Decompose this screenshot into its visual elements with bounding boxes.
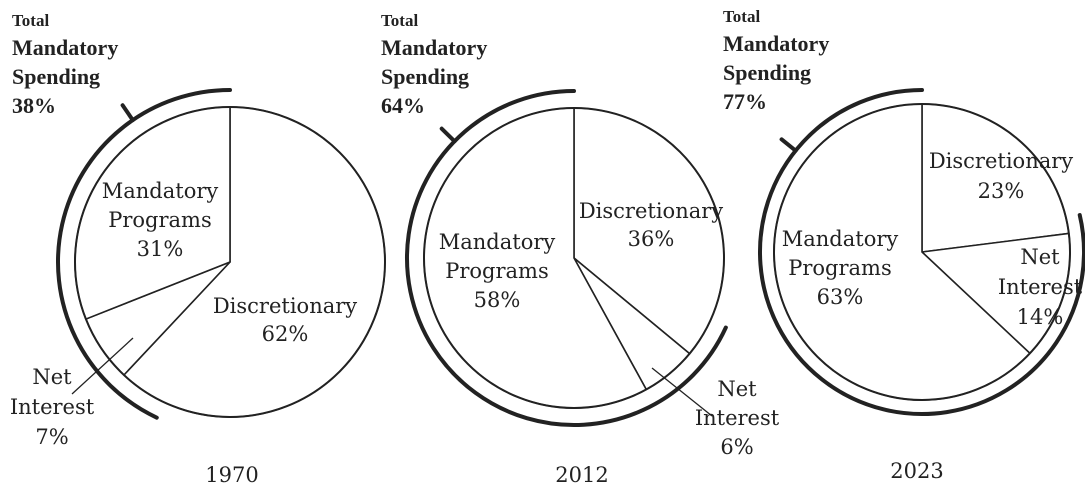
slice-label-mandatory-programs-value: 63%	[817, 285, 864, 309]
slice-label-mandatory-programs: Programs	[108, 208, 212, 232]
pie-slice-discretionary	[921, 103, 1070, 253]
slice-label-net-interest-value: 7%	[35, 425, 68, 449]
bracket-title-line: Total	[723, 7, 760, 26]
slice-label-mandatory-programs: Mandatory	[782, 227, 899, 251]
slice-label-net-interest: Net	[32, 365, 72, 389]
bracket-tick	[439, 126, 457, 144]
year-label: 2012	[555, 463, 608, 487]
slice-label-net-interest: Interest	[10, 395, 95, 419]
pie-outline	[773, 103, 1071, 401]
bracket-tick	[779, 137, 798, 153]
slice-label-mandatory-programs-value: 58%	[474, 288, 521, 312]
bracket-tick	[120, 103, 135, 123]
slice-label-net-interest-value: 14%	[1017, 305, 1064, 329]
slice-label-net-interest: Interest	[998, 275, 1083, 299]
slice-label-discretionary-value: 23%	[978, 179, 1025, 203]
bracket-title-line: Mandatory	[381, 35, 487, 60]
bracket-title-line: Total	[381, 11, 418, 30]
net-interest-leader	[71, 337, 134, 395]
slice-label-mandatory-programs-value: 31%	[137, 237, 184, 261]
slice-label-net-interest: Interest	[695, 406, 780, 430]
pie-outline	[423, 107, 725, 409]
mandatory-spending-bracket	[56, 88, 232, 420]
bracket-title-line: Mandatory	[12, 35, 118, 60]
mandatory-spending-bracket	[405, 89, 728, 427]
year-label: 2023	[890, 459, 943, 483]
slice-label-mandatory-programs: Mandatory	[102, 179, 219, 203]
bracket-title-line: Total	[12, 11, 49, 30]
slice-label-discretionary: Discretionary	[579, 199, 723, 223]
bracket-value-label: 77%	[723, 89, 767, 114]
mandatory-spending-bracket	[758, 88, 1085, 416]
slice-label-net-interest: Net	[717, 377, 757, 401]
net-interest-leader	[651, 367, 713, 417]
pie-outline	[74, 106, 386, 418]
bracket-title-line: Spending	[723, 60, 811, 85]
bracket-title-line: Spending	[381, 64, 469, 89]
bracket-title-line: Spending	[12, 64, 100, 89]
bracket-title-line: Mandatory	[723, 31, 829, 56]
slice-label-net-interest: Net	[1020, 245, 1060, 269]
bracket-value-label: 38%	[12, 93, 56, 118]
bracket-value-label: 64%	[381, 93, 425, 118]
slice-label-net-interest-value: 6%	[720, 435, 753, 459]
slice-label-discretionary-value: 62%	[262, 322, 309, 346]
slice-label-discretionary: Discretionary	[929, 149, 1073, 173]
year-label: 1970	[205, 463, 258, 487]
slice-label-discretionary: Discretionary	[213, 294, 357, 318]
slice-label-mandatory-programs: Programs	[788, 256, 892, 280]
slice-label-mandatory-programs: Programs	[445, 259, 549, 283]
slice-label-discretionary-value: 36%	[628, 227, 675, 251]
slice-label-mandatory-programs: Mandatory	[439, 230, 556, 254]
